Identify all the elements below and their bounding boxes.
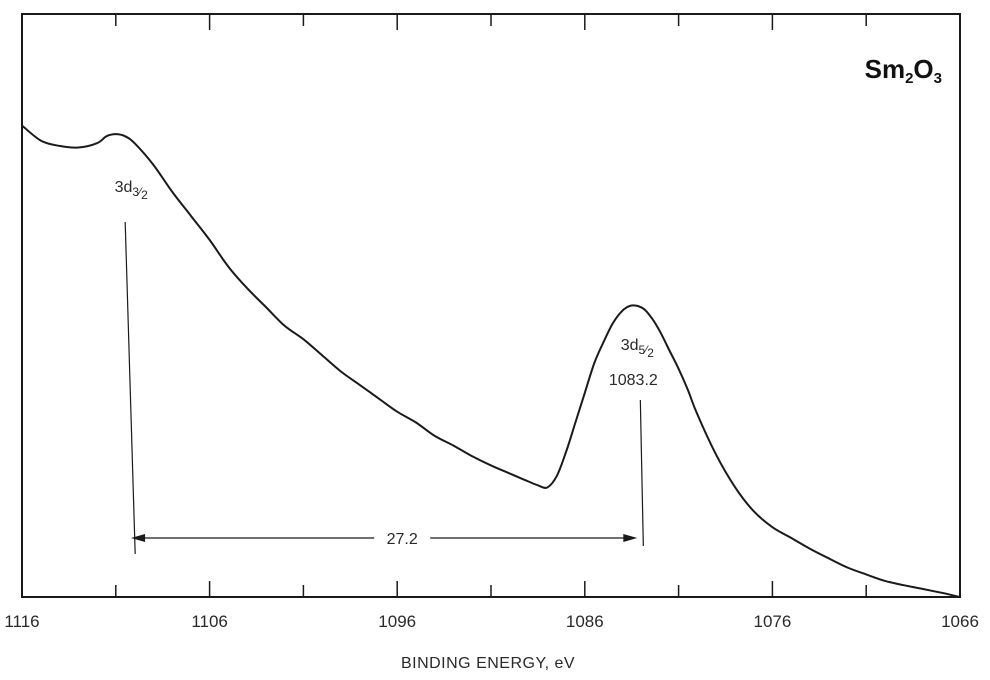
x-tick-label-1066: 1066 [941,612,979,631]
x-tick-label-1096: 1096 [378,612,416,631]
x-axis-title: BINDING ENERGY, eV [401,655,575,672]
arrowhead-right-icon [623,534,638,542]
spectrum-line [21,124,961,598]
x-tick-label-1106: 1106 [191,612,228,631]
peak-3d32-label: 3d3⁄2 [115,179,149,202]
x-tick-label-1116: 1116 [4,612,39,631]
axis-ticks [21,14,961,597]
x-tick-label-1076: 1076 [753,612,791,631]
arrowhead-left-icon [131,534,146,542]
plot-frame [21,13,961,598]
x-tick-labels: 1116 1106 1096 1086 1076 1066 [4,612,979,631]
chart-title: Sm2O3 [865,54,942,87]
x-tick-label-1086: 1086 [566,612,604,631]
peak-3d52-energy-label: 1083.2 [609,372,658,389]
peak-3d52-marker-line [639,399,644,547]
separation-label: 27.2 [387,531,418,548]
peak-3d32-marker-line [124,221,136,555]
peak-3d52-label: 3d5⁄2 [621,337,655,360]
